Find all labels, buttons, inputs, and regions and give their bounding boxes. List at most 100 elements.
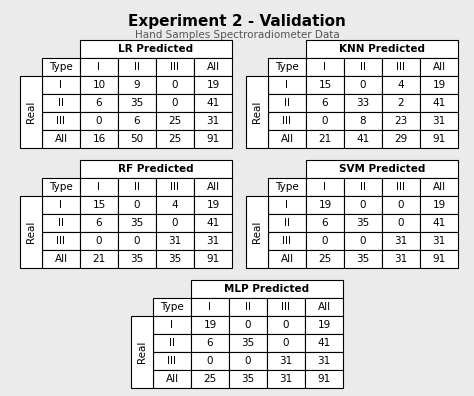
Text: 35: 35 <box>356 254 370 264</box>
Bar <box>382 196 420 214</box>
Text: I: I <box>60 80 63 90</box>
Bar <box>267 316 305 334</box>
Bar <box>306 178 344 196</box>
Bar <box>194 214 232 232</box>
Bar <box>420 76 458 94</box>
Text: 0: 0 <box>172 218 178 228</box>
Text: 0: 0 <box>398 218 404 228</box>
Bar <box>194 130 232 148</box>
Bar <box>420 94 458 112</box>
Text: I: I <box>171 320 173 330</box>
Text: All: All <box>432 182 446 192</box>
Bar <box>80 178 118 196</box>
Bar <box>153 316 191 334</box>
Text: III: III <box>396 62 405 72</box>
Text: Type: Type <box>160 302 184 312</box>
Text: I: I <box>60 200 63 210</box>
Bar <box>118 214 156 232</box>
Text: All: All <box>165 374 179 384</box>
Bar <box>420 196 458 214</box>
Text: III: III <box>283 236 292 246</box>
Text: 41: 41 <box>432 98 446 108</box>
Bar <box>156 112 194 130</box>
Bar <box>306 112 344 130</box>
Bar <box>229 316 267 334</box>
Text: I: I <box>98 182 100 192</box>
Text: Real: Real <box>252 101 262 123</box>
Text: 19: 19 <box>319 200 332 210</box>
Bar <box>80 250 118 268</box>
Bar <box>229 352 267 370</box>
Text: III: III <box>171 182 180 192</box>
Text: II: II <box>284 98 290 108</box>
Text: 31: 31 <box>318 356 331 366</box>
Text: 6: 6 <box>322 218 328 228</box>
Bar <box>382 58 420 76</box>
Text: Real: Real <box>137 341 147 363</box>
Text: All: All <box>432 62 446 72</box>
Bar <box>118 58 156 76</box>
Text: 31: 31 <box>206 116 219 126</box>
Text: 0: 0 <box>245 356 251 366</box>
Bar <box>382 76 420 94</box>
Text: 0: 0 <box>283 320 289 330</box>
Bar <box>42 178 80 196</box>
Bar <box>382 178 420 196</box>
Bar <box>156 76 194 94</box>
Text: 10: 10 <box>92 80 106 90</box>
Text: 31: 31 <box>168 236 182 246</box>
Bar <box>306 196 344 214</box>
Text: 16: 16 <box>92 134 106 144</box>
Bar <box>156 250 194 268</box>
Bar <box>194 112 232 130</box>
Text: III: III <box>56 236 65 246</box>
Text: 19: 19 <box>206 200 219 210</box>
Bar <box>382 250 420 268</box>
Text: 91: 91 <box>318 374 331 384</box>
Bar <box>80 130 118 148</box>
Bar <box>191 298 229 316</box>
Bar <box>42 250 80 268</box>
Text: 35: 35 <box>168 254 182 264</box>
Text: 31: 31 <box>279 374 292 384</box>
Bar <box>229 298 267 316</box>
Text: 0: 0 <box>360 80 366 90</box>
Text: 21: 21 <box>92 254 106 264</box>
Bar <box>191 352 229 370</box>
Bar <box>268 58 306 76</box>
Text: 15: 15 <box>92 200 106 210</box>
Text: 35: 35 <box>130 254 144 264</box>
Bar <box>246 196 268 268</box>
Bar <box>156 94 194 112</box>
Text: III: III <box>396 182 405 192</box>
Text: II: II <box>58 98 64 108</box>
Text: I: I <box>98 62 100 72</box>
Bar <box>344 94 382 112</box>
Text: 9: 9 <box>134 80 140 90</box>
Text: III: III <box>56 116 65 126</box>
Text: I: I <box>209 302 211 312</box>
Bar <box>153 334 191 352</box>
Bar <box>80 40 232 58</box>
Text: SVM Predicted: SVM Predicted <box>339 164 425 174</box>
Bar <box>268 94 306 112</box>
Text: 31: 31 <box>206 236 219 246</box>
Text: 33: 33 <box>356 98 370 108</box>
Bar <box>118 130 156 148</box>
Text: 91: 91 <box>432 254 446 264</box>
Bar <box>42 232 80 250</box>
Bar <box>344 250 382 268</box>
Bar <box>191 334 229 352</box>
Text: Type: Type <box>275 182 299 192</box>
Bar <box>306 76 344 94</box>
Bar <box>42 196 80 214</box>
Text: 6: 6 <box>207 338 213 348</box>
Bar <box>420 214 458 232</box>
Bar <box>268 250 306 268</box>
Text: Real: Real <box>26 101 36 123</box>
Bar <box>118 250 156 268</box>
Text: 0: 0 <box>96 116 102 126</box>
Text: 6: 6 <box>96 98 102 108</box>
Bar <box>306 130 344 148</box>
Bar <box>344 58 382 76</box>
